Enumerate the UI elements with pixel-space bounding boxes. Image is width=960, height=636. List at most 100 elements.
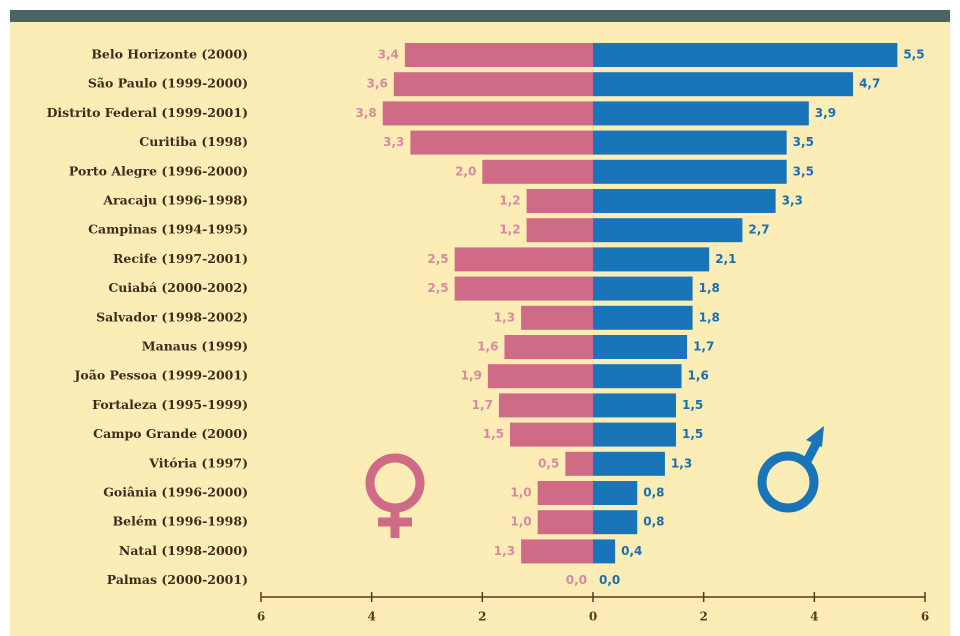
x-tick-label: 6 bbox=[257, 610, 265, 624]
value-label: 3,3 bbox=[782, 194, 803, 208]
x-tick-label: 2 bbox=[699, 610, 707, 624]
bar bbox=[526, 218, 593, 243]
bar bbox=[593, 276, 693, 301]
bar bbox=[593, 218, 743, 243]
x-tick-label: 4 bbox=[367, 610, 375, 624]
value-label: 1,2 bbox=[499, 223, 520, 237]
value-label: 1,5 bbox=[483, 427, 504, 441]
category-label: Campo Grande (2000) bbox=[93, 426, 248, 441]
bar bbox=[393, 72, 593, 97]
x-tick-label: 0 bbox=[589, 610, 597, 624]
value-label: 3,6 bbox=[367, 77, 388, 91]
bar bbox=[593, 422, 676, 447]
category-label: Belém (1996-1998) bbox=[113, 514, 248, 529]
value-label: 1,0 bbox=[510, 486, 531, 500]
category-label: Salvador (1998-2002) bbox=[96, 309, 248, 324]
bar bbox=[593, 481, 638, 505]
value-label: 3,4 bbox=[378, 48, 399, 62]
female-symbol bbox=[365, 453, 425, 538]
category-label: Manaus (1999) bbox=[142, 339, 248, 354]
value-label: 3,9 bbox=[815, 106, 836, 120]
value-label: 1,3 bbox=[494, 310, 515, 324]
value-label: 3,5 bbox=[793, 135, 814, 149]
bar bbox=[593, 451, 665, 476]
value-label: 3,5 bbox=[793, 164, 814, 178]
value-label: 0,5 bbox=[538, 456, 559, 470]
value-label: 0,8 bbox=[643, 486, 664, 500]
bar bbox=[454, 247, 593, 272]
value-label: 0,0 bbox=[566, 573, 587, 587]
category-label: Vitória (1997) bbox=[148, 455, 248, 470]
bar bbox=[521, 305, 593, 330]
bar bbox=[404, 43, 593, 67]
value-label: 0,4 bbox=[621, 544, 642, 558]
value-label: 2,5 bbox=[427, 281, 448, 295]
value-label: 2,1 bbox=[715, 252, 736, 266]
x-tick-label: 6 bbox=[921, 610, 929, 624]
bar bbox=[382, 101, 593, 126]
bar bbox=[593, 539, 616, 564]
bar bbox=[593, 305, 693, 330]
bar bbox=[593, 130, 787, 155]
category-label: Goiânia (1996-2000) bbox=[103, 485, 248, 500]
value-label: 1,6 bbox=[477, 340, 498, 354]
bar bbox=[526, 189, 593, 213]
bar bbox=[593, 189, 776, 213]
top-band bbox=[10, 10, 950, 22]
value-label: 1,9 bbox=[461, 369, 482, 383]
value-label: 1,5 bbox=[682, 398, 703, 412]
bar bbox=[504, 335, 593, 359]
male-symbol bbox=[757, 426, 824, 513]
value-label: 1,3 bbox=[671, 456, 692, 470]
value-label: 1,2 bbox=[499, 194, 520, 208]
category-label: Curitiba (1998) bbox=[139, 134, 248, 149]
bar bbox=[593, 247, 710, 272]
bar bbox=[410, 130, 593, 155]
value-label: 1,7 bbox=[693, 340, 714, 354]
category-label: Cuiabá (2000-2002) bbox=[108, 280, 248, 295]
bar bbox=[593, 43, 898, 67]
category-label: Fortaleza (1995-1999) bbox=[92, 397, 248, 412]
bar bbox=[537, 481, 593, 505]
value-label: 0,8 bbox=[643, 515, 664, 529]
value-label: 1,8 bbox=[699, 310, 720, 324]
value-label: 3,8 bbox=[355, 106, 376, 120]
bar bbox=[454, 276, 593, 301]
value-label: 2,0 bbox=[455, 164, 476, 178]
bar bbox=[593, 364, 682, 389]
bar bbox=[498, 393, 593, 418]
value-label: 1,3 bbox=[494, 544, 515, 558]
value-label: 3,3 bbox=[383, 135, 404, 149]
value-label: 1,6 bbox=[688, 369, 709, 383]
value-label: 1,5 bbox=[682, 427, 703, 441]
value-label: 1,0 bbox=[510, 515, 531, 529]
bar bbox=[510, 422, 593, 447]
category-label: São Paulo (1999-2000) bbox=[88, 76, 248, 91]
category-label: João Pessoa (1999-2001) bbox=[73, 368, 248, 383]
bar bbox=[593, 335, 688, 359]
bar bbox=[593, 72, 854, 97]
bar bbox=[521, 539, 593, 564]
bar bbox=[593, 159, 787, 184]
bar bbox=[593, 510, 638, 535]
value-label: 4,7 bbox=[859, 77, 880, 91]
category-label: Distrito Federal (1999-2001) bbox=[47, 105, 248, 120]
value-label: 0,0 bbox=[599, 573, 620, 587]
category-label: Campinas (1994-1995) bbox=[88, 222, 248, 237]
value-label: 2,5 bbox=[427, 252, 448, 266]
bar bbox=[565, 451, 593, 476]
category-label: Belo Horizonte (2000) bbox=[91, 47, 248, 62]
category-label: Aracaju (1996-1998) bbox=[102, 193, 248, 208]
bar bbox=[537, 510, 593, 535]
value-label: 1,7 bbox=[472, 398, 493, 412]
value-label: 5,5 bbox=[903, 48, 924, 62]
value-label: 2,7 bbox=[748, 223, 769, 237]
bar bbox=[482, 159, 593, 184]
bar bbox=[593, 393, 676, 418]
x-tick-label: 2 bbox=[478, 610, 486, 624]
category-label: Natal (1998-2000) bbox=[119, 543, 248, 558]
category-label: Porto Alegre (1996-2000) bbox=[69, 163, 248, 178]
category-label: Recife (1997-2001) bbox=[113, 251, 248, 266]
x-tick-label: 4 bbox=[810, 610, 818, 624]
